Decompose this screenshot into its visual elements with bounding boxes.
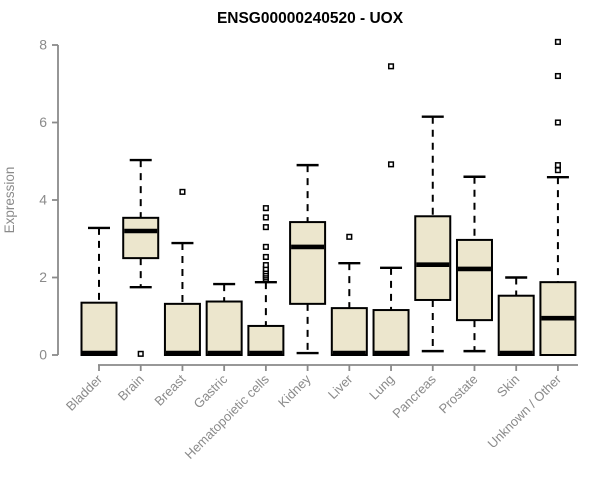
boxplot-group-8	[414, 115, 452, 353]
boxplot-group-7	[372, 63, 410, 356]
x-tick-label: Prostate	[436, 372, 481, 417]
iqr-box	[372, 309, 410, 356]
y-axis-label: Expression	[2, 167, 17, 234]
outlier-point	[262, 224, 269, 231]
iqr-box	[163, 302, 201, 357]
outlier-point	[346, 233, 353, 240]
x-tick-label: Brain	[115, 372, 147, 404]
iqr-box	[80, 301, 118, 356]
iqr-box	[247, 324, 285, 356]
outlier-point	[387, 63, 395, 70]
boxplot-group-0	[80, 226, 118, 356]
boxplot-group-11	[539, 38, 577, 356]
iqr-box	[289, 221, 327, 305]
boxplot-group-5	[289, 163, 327, 355]
boxplot-group-3	[205, 282, 243, 356]
iqr-box	[497, 294, 535, 356]
boxplot-group-10	[497, 276, 535, 356]
outlier-point	[554, 38, 561, 45]
outlier-point	[179, 188, 186, 195]
x-tick-label: Skin	[494, 372, 522, 400]
outlier-point	[262, 262, 269, 269]
boxplot-group-2	[163, 188, 201, 357]
outlier-point	[262, 253, 269, 261]
outlier-point	[262, 243, 269, 250]
outlier-point	[262, 214, 269, 221]
x-tick-label: Kidney	[275, 371, 314, 410]
iqr-box	[205, 300, 243, 356]
x-tick-label: Liver	[325, 371, 356, 402]
y-tick-label: 4	[39, 192, 47, 208]
iqr-box	[414, 215, 452, 301]
outlier-point	[262, 205, 269, 212]
y-tick-label: 8	[39, 37, 47, 53]
outlier-point	[554, 167, 561, 174]
x-tick-label: Unknown / Other	[484, 371, 564, 451]
y-tick-label: 6	[39, 114, 47, 130]
iqr-box	[455, 238, 493, 322]
outlier-point	[137, 350, 144, 357]
iqr-box	[122, 216, 160, 260]
x-tick-label: Gastric	[191, 371, 231, 411]
chart-title: ENSG00000240520 - UOX	[217, 10, 404, 27]
x-tick-label: Breast	[151, 371, 188, 408]
boxplot-group-4	[247, 205, 285, 356]
y-tick-label: 2	[39, 269, 47, 285]
x-tick-label: Bladder	[63, 371, 106, 414]
outlier-point	[554, 162, 561, 169]
outlier-point	[554, 72, 561, 80]
x-tick-label: Pancreas	[389, 371, 439, 421]
x-tick-label: Lung	[366, 372, 397, 403]
boxplot-group-9	[455, 175, 493, 353]
iqr-box	[330, 307, 368, 356]
y-tick-label: 0	[39, 347, 47, 363]
boxplot-group-1	[122, 158, 160, 357]
outlier-point	[387, 161, 395, 168]
outlier-point	[554, 119, 561, 126]
boxplot-group-6	[330, 233, 368, 356]
